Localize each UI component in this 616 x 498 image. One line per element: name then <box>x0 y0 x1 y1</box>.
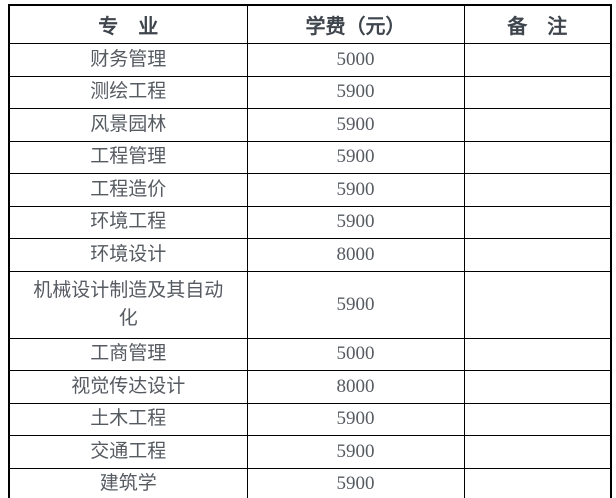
column-header-major: 专 业 <box>8 4 248 44</box>
fee-cell: 5000 <box>246 337 465 371</box>
major-cell: 环境设计 <box>8 238 248 272</box>
table-row: 机械设计制造及其自动化 5900 <box>8 270 612 339</box>
table-body: 财务管理 5000 测绘工程 5900 风景园林 5900 工程管理 5900 … <box>8 43 612 498</box>
major-cell: 环境工程 <box>8 205 248 239</box>
note-cell <box>463 173 612 207</box>
major-cell: 测绘工程 <box>8 75 248 109</box>
note-cell <box>463 140 612 174</box>
fee-cell: 5900 <box>246 205 465 239</box>
note-cell <box>463 205 612 239</box>
fee-cell: 5900 <box>246 270 465 339</box>
table-row: 建筑学 5900 <box>8 467 612 498</box>
note-cell <box>463 337 612 371</box>
table-row: 视觉传达设计 8000 <box>8 370 612 404</box>
fee-cell: 5900 <box>246 173 465 207</box>
table-row: 风景园林 5900 <box>8 108 612 142</box>
column-header-note: 备 注 <box>463 4 612 44</box>
major-cell: 工程造价 <box>8 173 248 207</box>
table-row: 土木工程 5900 <box>8 402 612 436</box>
major-cell: 工商管理 <box>8 337 248 371</box>
note-cell <box>463 270 612 339</box>
fee-cell: 8000 <box>246 238 465 272</box>
fee-cell: 5900 <box>246 435 465 469</box>
major-cell-text: 机械设计制造及其自动化 <box>33 279 224 329</box>
major-cell: 建筑学 <box>8 467 248 498</box>
note-cell <box>463 238 612 272</box>
column-header-fee: 学费（元） <box>246 4 465 44</box>
note-cell <box>463 402 612 436</box>
note-cell <box>463 108 612 142</box>
table-row: 财务管理 5000 <box>8 43 612 77</box>
note-cell <box>463 75 612 109</box>
major-cell: 风景园林 <box>8 108 248 142</box>
major-cell: 机械设计制造及其自动化 <box>8 270 248 339</box>
major-cell: 工程管理 <box>8 140 248 174</box>
fee-cell: 5900 <box>246 402 465 436</box>
major-cell: 财务管理 <box>8 43 248 77</box>
fee-cell: 5900 <box>246 108 465 142</box>
major-cell: 土木工程 <box>8 402 248 436</box>
table-row: 工程造价 5900 <box>8 173 612 207</box>
header-row: 专 业 学费（元） 备 注 <box>8 4 612 44</box>
note-cell <box>463 43 612 77</box>
note-cell <box>463 370 612 404</box>
fee-cell: 5900 <box>246 75 465 109</box>
major-cell: 视觉传达设计 <box>8 370 248 404</box>
major-cell: 交通工程 <box>8 435 248 469</box>
table-row: 工程管理 5900 <box>8 140 612 174</box>
note-cell <box>463 435 612 469</box>
note-cell <box>463 467 612 498</box>
fee-cell: 5000 <box>246 43 465 77</box>
table-row: 环境工程 5900 <box>8 205 612 239</box>
table-header: 专 业 学费（元） 备 注 <box>8 4 612 44</box>
fee-cell: 5900 <box>246 467 465 498</box>
table-row: 工商管理 5000 <box>8 337 612 371</box>
table-row: 测绘工程 5900 <box>8 75 612 109</box>
fee-cell: 5900 <box>246 140 465 174</box>
table-row: 交通工程 5900 <box>8 435 612 469</box>
fee-cell: 8000 <box>246 370 465 404</box>
table-row: 环境设计 8000 <box>8 238 612 272</box>
tuition-table: 专 业 学费（元） 备 注 财务管理 5000 测绘工程 5900 风景园林 5… <box>8 4 612 498</box>
